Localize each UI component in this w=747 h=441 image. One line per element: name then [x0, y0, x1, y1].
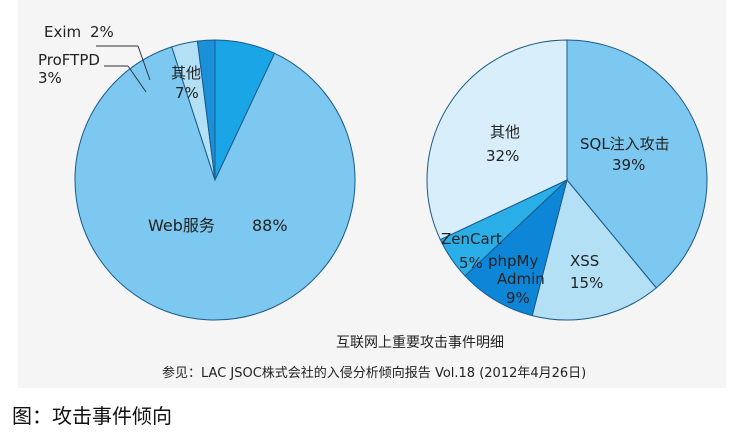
- right-pie-chart: [426, 39, 708, 321]
- label-xss-pct: 15%: [570, 274, 603, 292]
- right-pie-slice-4: [426, 39, 568, 241]
- label-web-name: Web服务: [148, 216, 215, 235]
- label-php-pct: 9%: [506, 289, 530, 307]
- label-exim-pct: 2%: [90, 23, 114, 41]
- left-pie-slice-1: [74, 46, 356, 321]
- label-right-other-pct: 32%: [486, 147, 519, 165]
- figure-caption: 图：攻击事件倾向: [12, 404, 172, 428]
- label-web-pct: 88%: [252, 216, 288, 235]
- label-proftpd-name: ProFTPD: [38, 51, 100, 69]
- right-pie-slice-2: [464, 178, 568, 317]
- figure-subtitle: 互联网上重要攻击事件明细: [336, 335, 504, 351]
- label-zen-pct: 5%: [459, 254, 483, 272]
- left-pie-chart: [74, 39, 356, 321]
- label-left-other-pct: 7%: [175, 84, 199, 102]
- figure-source: 参见：LAC JSOC株式会社的入侵分析倾向报告 Vol.18 (2012年4月…: [162, 365, 586, 381]
- right-pie-slice-0: [566, 39, 708, 289]
- label-sql-pct: 39%: [612, 156, 645, 174]
- proftpd-leader-line-2: [127, 65, 147, 93]
- label-sql-name: SQL注入攻击: [580, 135, 670, 153]
- label-zen-name: ZenCart: [441, 230, 502, 248]
- label-php-line2: Admin: [497, 270, 545, 288]
- label-php-line1: phpMy: [488, 252, 538, 270]
- label-proftpd-pct: 3%: [38, 69, 62, 87]
- label-xss-name: XSS: [570, 252, 599, 270]
- label-exim-name: Exim: [44, 23, 81, 41]
- left-pie-slice-3: [196, 39, 216, 181]
- exim-leader-line-2: [137, 45, 151, 81]
- label-right-other-name: 其他: [490, 123, 520, 141]
- label-left-other-name: 其他: [171, 64, 201, 82]
- right-pie-slice-1: [531, 178, 657, 321]
